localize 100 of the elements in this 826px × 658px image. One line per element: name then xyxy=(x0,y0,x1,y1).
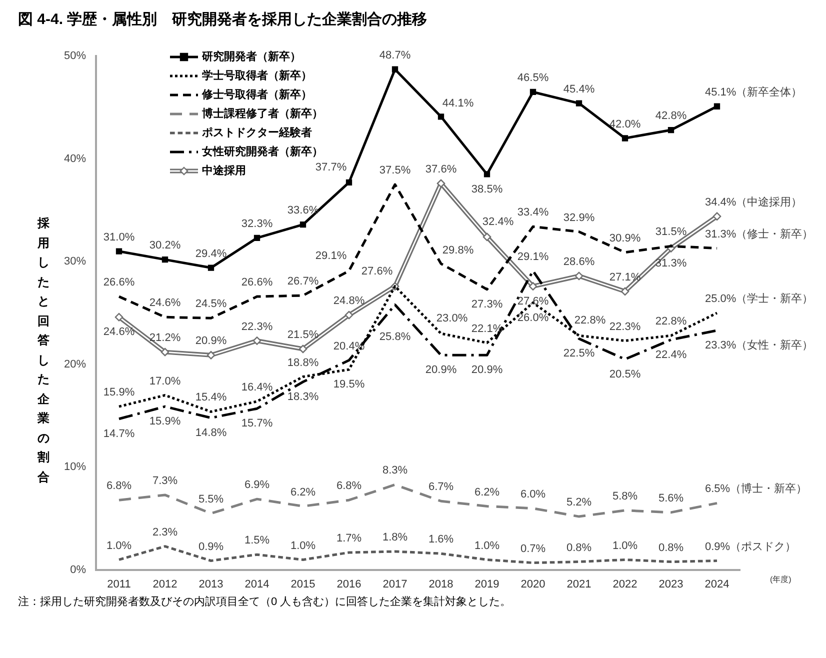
data-label: 17.0% xyxy=(149,375,181,388)
y-tick-label: 0% xyxy=(70,564,86,576)
data-label: 6.8% xyxy=(336,480,362,492)
data-label: 2.3% xyxy=(152,526,178,538)
data-label: 33.4% xyxy=(517,206,549,219)
data-label: 15.4% xyxy=(195,392,227,404)
data-label: 23.3%（女性・新卒） xyxy=(705,338,814,352)
x-tick-label: 2017 xyxy=(382,578,408,591)
data-label: 6.0% xyxy=(520,488,546,500)
data-label: 26.7% xyxy=(287,276,319,288)
data-label: 5.2% xyxy=(566,496,592,509)
data-label: 20.9% xyxy=(195,335,227,348)
data-label: 5.8% xyxy=(612,490,638,502)
data-label: 29.1% xyxy=(315,250,347,262)
data-label: 1.0% xyxy=(290,540,316,552)
data-label: 31.5% xyxy=(655,226,687,238)
data-label: 42.8% xyxy=(655,110,687,122)
data-label: 28.6% xyxy=(563,256,595,268)
text: 注：採用した研究開発者数及びその内訳項目全て（0 人も含む）に回答した企業を集計対象とした。 xyxy=(18,594,512,609)
x-tick-label: 2024 xyxy=(704,578,730,591)
data-label: 32.3% xyxy=(241,218,273,230)
data-label: 37.6% xyxy=(425,164,457,176)
data-label: 7.3% xyxy=(152,474,178,487)
y-tick-label: 20% xyxy=(64,358,86,370)
x-tick-label: 2016 xyxy=(336,578,362,591)
data-label: 37.7% xyxy=(315,161,347,174)
data-label: 23.0% xyxy=(436,312,468,325)
data-label: 22.5% xyxy=(563,348,595,360)
data-label: 44.1% xyxy=(442,98,474,110)
data-label: 26.6% xyxy=(103,276,135,289)
data-label: 15.9% xyxy=(149,416,181,428)
data-label: 45.1%（新卒全体） xyxy=(705,85,802,98)
data-label: 29.4% xyxy=(195,248,227,260)
data-label: 16.4% xyxy=(241,381,273,394)
legend-label: 女性研究開発者（新卒） xyxy=(201,145,323,158)
y-tick-label: 10% xyxy=(64,461,86,474)
data-label: 24.6% xyxy=(103,326,135,338)
data-label: 1.0% xyxy=(612,540,638,552)
data-label: 1.0% xyxy=(474,540,500,552)
data-label: 1.7% xyxy=(336,532,362,545)
data-label: 5.6% xyxy=(658,492,684,504)
data-label: 46.5% xyxy=(517,72,549,84)
x-axis-title: (年度) xyxy=(770,575,792,584)
data-label: 24.8% xyxy=(333,295,365,308)
x-tick-label: 2013 xyxy=(198,578,224,591)
data-label: 6.9% xyxy=(244,479,270,492)
data-label: 33.6% xyxy=(287,204,319,217)
data-label: 22.8% xyxy=(574,314,606,327)
x-tick-label: 2014 xyxy=(244,578,270,591)
data-label: 27.6% xyxy=(361,265,393,278)
x-tick-label: 2012 xyxy=(152,578,178,591)
x-tick-label: 2023 xyxy=(658,578,684,591)
data-label: 1.0% xyxy=(106,540,132,552)
data-label: 32.4% xyxy=(482,216,514,228)
data-label: 24.6% xyxy=(149,297,181,310)
data-label: 26.6% xyxy=(241,276,273,289)
data-label: 22.3% xyxy=(241,320,273,333)
data-label: 26.0% xyxy=(517,312,549,324)
data-label: 29.8% xyxy=(442,244,474,257)
data-label: 22.3% xyxy=(609,320,641,333)
data-label: 19.5% xyxy=(333,378,365,391)
data-label: 14.7% xyxy=(103,428,135,440)
data-label: 30.9% xyxy=(609,232,641,244)
data-label: 20.5% xyxy=(609,368,641,380)
data-label: 0.8% xyxy=(658,542,684,554)
data-label: 14.8% xyxy=(195,426,227,439)
data-label: 18.8% xyxy=(287,356,319,369)
data-label: 31.3% xyxy=(655,257,687,270)
data-label: 31.0% xyxy=(103,231,135,244)
legend-label: 中途採用 xyxy=(202,164,246,178)
data-label: 45.4% xyxy=(563,83,595,96)
data-label: 6.5%（博士・新卒） xyxy=(705,482,808,496)
data-label: 6.2% xyxy=(474,486,500,498)
data-label: 1.6% xyxy=(428,534,454,546)
data-label: 42.0% xyxy=(609,118,641,130)
legend-label: 学士号取得者（新卒） xyxy=(202,69,312,82)
x-tick-label: 2019 xyxy=(474,578,500,591)
data-label: 37.5% xyxy=(379,164,411,177)
x-tick-label: 2015 xyxy=(290,578,316,591)
data-label: 8.3% xyxy=(382,464,408,477)
data-label: 22.4% xyxy=(655,348,687,361)
data-label: 24.5% xyxy=(195,298,227,310)
x-tick-label: 2022 xyxy=(612,578,638,591)
legend-label: 修士号取得者（新卒） xyxy=(201,88,312,102)
text: 採用したと回答した企業の割合 xyxy=(38,216,50,484)
data-label: 34.4%（中途採用） xyxy=(705,195,802,208)
data-label: 21.2% xyxy=(149,332,181,344)
data-label: 32.9% xyxy=(563,212,595,224)
x-tick-label: 2018 xyxy=(428,578,454,591)
data-label: 0.9% xyxy=(198,540,224,553)
data-label: 1.8% xyxy=(382,532,408,544)
data-label: 21.5% xyxy=(287,329,319,342)
data-label: 18.3% xyxy=(287,390,319,403)
data-label: 15.9% xyxy=(103,386,135,399)
data-label: 0.8% xyxy=(566,542,592,554)
data-label: 22.8% xyxy=(655,316,687,328)
x-tick-label: 2020 xyxy=(520,578,546,591)
data-label: 0.7% xyxy=(520,542,546,555)
data-label: 20.9% xyxy=(471,364,503,376)
legend-label: 研究開発者（新卒） xyxy=(201,50,301,64)
